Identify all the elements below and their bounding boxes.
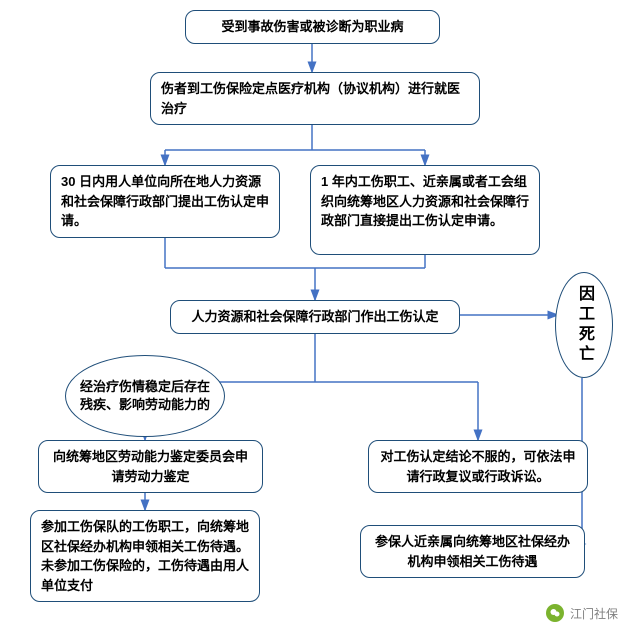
flow-node-n3: 30 日内用人单位向所在地人力资源和社会保障行政部门提出工伤认定申请。 xyxy=(50,165,280,238)
footer-watermark: 江门社保 xyxy=(546,604,618,622)
flow-node-n8: 对工伤认定结论不服的，可依法申请行政复议或行政诉讼。 xyxy=(368,440,588,493)
flow-ellipse-e2: 因工死亡 xyxy=(555,272,613,378)
flow-node-n4: 1 年内工伤职工、近亲属或者工会组织向统筹地区人力资源和社会保障行政部门直接提出… xyxy=(310,165,540,255)
flow-node-n5: 人力资源和社会保障行政部门作出工伤认定 xyxy=(170,300,460,334)
flow-node-n9: 参保人近亲属向统筹地区社保经办机构申领相关工伤待遇 xyxy=(360,525,585,578)
flow-node-n1: 受到事故伤害或被诊断为职业病 xyxy=(185,10,440,44)
flow-node-n6: 向统筹地区劳动能力鉴定委员会申请劳动力鉴定 xyxy=(38,440,263,493)
flow-node-n7: 参加工伤保队的工伤职工，向统筹地区社保经办机构申领相关工伤待遇。未参加工伤保险的… xyxy=(30,510,260,602)
footer-label: 江门社保 xyxy=(570,605,618,622)
flow-ellipse-e1: 经治疗伤情稳定后存在残疾、影响劳动能力的 xyxy=(65,355,225,437)
flow-node-n2: 伤者到工伤保险定点医疗机构（协议机构）进行就医治疗 xyxy=(150,72,480,125)
wechat-icon xyxy=(546,604,564,622)
